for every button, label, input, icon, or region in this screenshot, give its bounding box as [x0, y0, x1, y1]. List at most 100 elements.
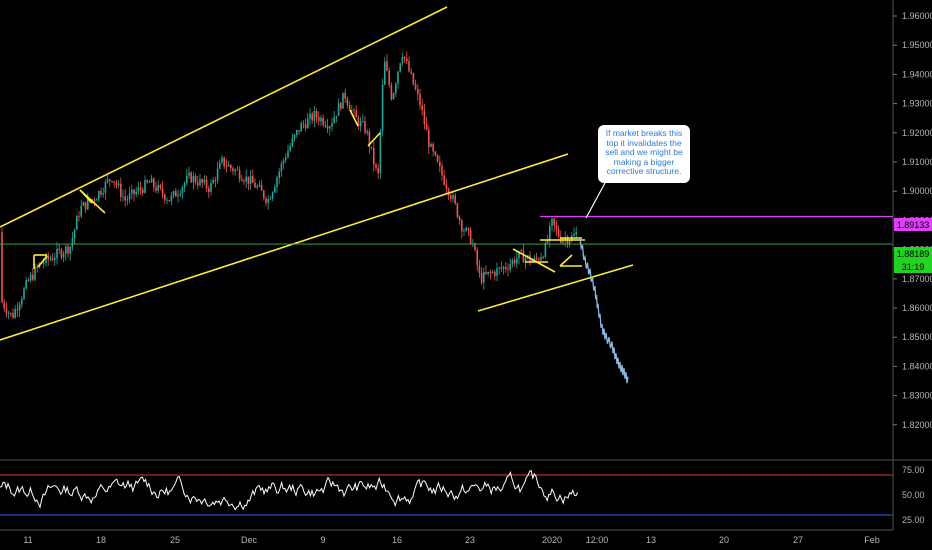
candle-body: [148, 182, 151, 184]
candle-body: [166, 200, 168, 202]
candle-body: [443, 175, 445, 185]
candle-body: [447, 189, 450, 196]
candle-body: [80, 205, 82, 217]
candle-body: [348, 104, 351, 111]
candle-body: [357, 117, 360, 127]
candle-body: [27, 279, 30, 281]
candle-body: [238, 170, 241, 180]
candle-body: [531, 260, 533, 262]
candle-body: [403, 56, 406, 59]
rsi-line: [0, 469, 579, 511]
candle-body: [60, 250, 63, 258]
candle-body: [82, 202, 85, 206]
current-price-label: 1.88189: [897, 249, 930, 259]
candle-body: [542, 257, 544, 258]
trendline-segment: [367, 132, 381, 147]
candle-body: [518, 251, 520, 259]
candle-body: [256, 186, 258, 188]
candle-body: [344, 92, 346, 99]
time-tick-label: 2020: [542, 535, 562, 545]
candle-body: [474, 243, 476, 251]
trendline-segment: [37, 255, 48, 268]
candle-body: [315, 111, 318, 118]
candle-body: [533, 257, 536, 261]
time-tick-label: 23: [465, 535, 475, 545]
price-tick-label: 1.87000: [902, 274, 932, 284]
candle-body: [247, 176, 250, 185]
candle-body: [304, 124, 307, 129]
candle-body: [551, 218, 553, 226]
candle-body: [507, 268, 509, 270]
candle-body: [351, 109, 353, 111]
candle-body: [221, 157, 223, 163]
resistance-price-label: 1.89133: [897, 220, 930, 230]
candle-body: [324, 124, 327, 127]
candle-body: [10, 312, 12, 314]
trendline-segment: [559, 254, 573, 267]
candle-body: [232, 168, 234, 172]
time-tick-label: Dec: [241, 535, 258, 545]
candle-body: [34, 267, 36, 280]
candle-body: [73, 229, 76, 239]
candle-body: [544, 242, 547, 258]
candle-body: [496, 268, 498, 276]
candle-body: [49, 258, 52, 260]
candle-body: [384, 61, 386, 85]
candle-body: [153, 178, 155, 188]
candle-body: [287, 150, 289, 158]
candle-body: [465, 228, 467, 231]
candle-body: [452, 195, 454, 199]
current-price-label-bg: [894, 247, 932, 273]
candle-body: [100, 191, 102, 195]
candle-body: [69, 246, 71, 254]
candle-body: [353, 109, 355, 111]
time-tick-label: 9: [320, 535, 325, 545]
candle-body: [23, 288, 25, 299]
annotation-callout: If market breaks this top it invalidates…: [598, 125, 690, 183]
trendline-segment: [349, 109, 359, 127]
candlestick-series: [1, 51, 577, 320]
candle-body: [254, 182, 256, 188]
candle-body: [216, 168, 219, 181]
candle-body: [249, 176, 252, 185]
candle-body: [267, 199, 269, 203]
price-tick-label: 1.92000: [902, 128, 932, 138]
candle-body: [241, 179, 243, 181]
time-tick-label: 11: [23, 535, 32, 545]
time-tick-label: 16: [392, 535, 402, 545]
candle-body: [170, 195, 173, 202]
candle-body: [274, 186, 276, 193]
candle-body: [16, 309, 19, 311]
time-tick-label: 25: [170, 535, 180, 545]
candle-body: [487, 271, 489, 274]
candle-body: [45, 255, 47, 264]
candle-body: [309, 113, 311, 119]
price-tick-label: 1.94000: [902, 69, 932, 79]
candle-body: [461, 220, 463, 232]
candle-body: [408, 61, 410, 72]
price-tick-label: 1.95000: [902, 40, 932, 50]
candle-body: [441, 166, 443, 176]
price-tick-label: 1.85000: [902, 332, 932, 342]
candle-body: [104, 181, 107, 193]
candle-body: [219, 162, 221, 169]
candle-body: [522, 250, 525, 263]
candle-body: [419, 93, 421, 106]
candle-body: [346, 98, 349, 105]
candle-body: [311, 113, 313, 121]
candle-body: [300, 123, 302, 132]
candle-body: [491, 271, 494, 273]
candle-body: [540, 257, 542, 260]
candle-body: [494, 271, 496, 276]
candle-body: [269, 198, 272, 200]
candle-body: [106, 179, 109, 182]
candle-body: [78, 216, 80, 218]
price-tick-label: 1.84000: [902, 361, 932, 371]
candle-body: [102, 192, 104, 195]
candle-body: [428, 130, 430, 147]
candle-body: [25, 279, 27, 289]
candle-body: [188, 172, 190, 176]
candle-body: [175, 191, 177, 197]
trendline-segment: [477, 264, 634, 312]
candle-body: [546, 240, 549, 243]
